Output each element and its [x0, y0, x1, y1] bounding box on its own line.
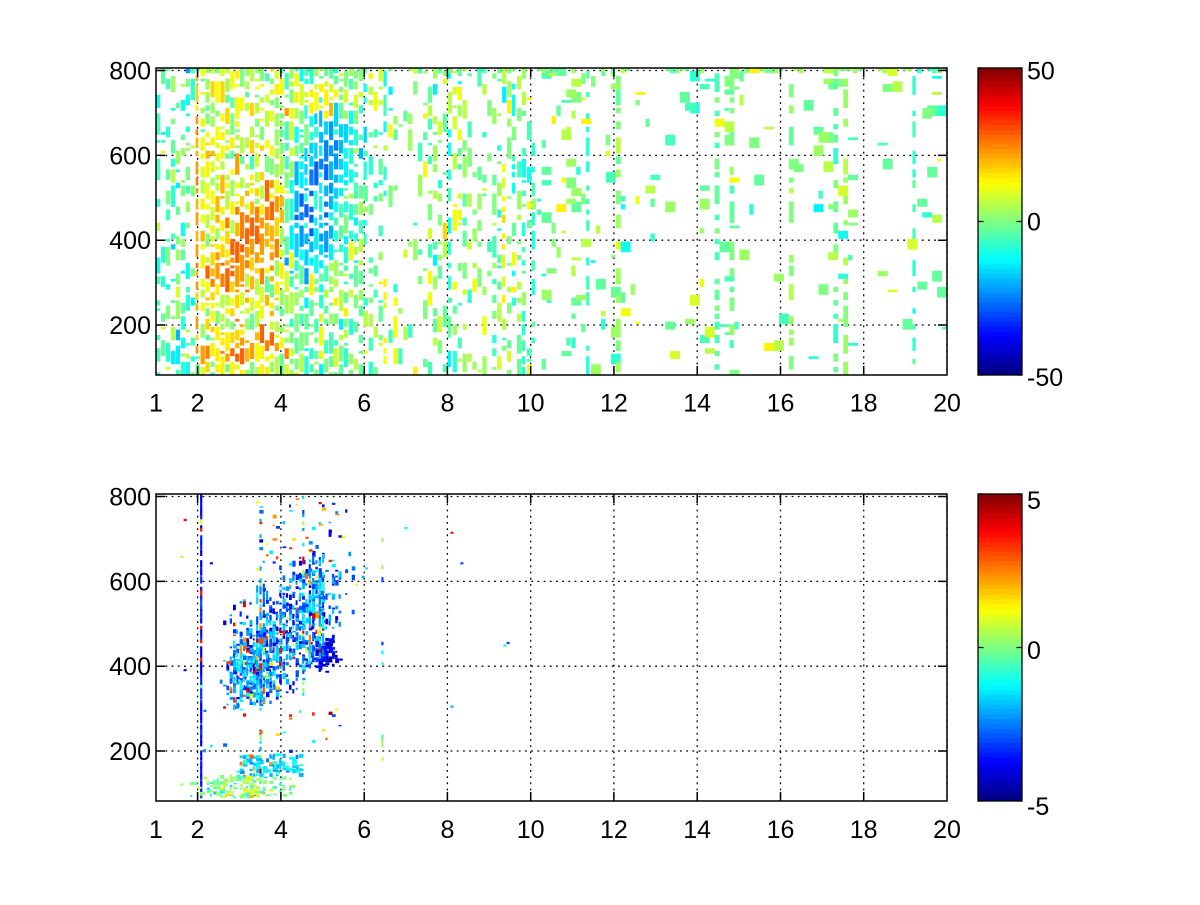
svg-text:0: 0: [1027, 637, 1041, 665]
svg-text:20: 20: [933, 816, 961, 844]
svg-text:0: 0: [1027, 209, 1041, 237]
svg-text:400: 400: [109, 653, 151, 681]
svg-text:800: 800: [109, 58, 151, 86]
svg-text:6: 6: [357, 390, 371, 418]
svg-text:8: 8: [440, 816, 454, 844]
svg-text:-5: -5: [1027, 793, 1049, 821]
svg-text:50: 50: [1027, 58, 1055, 86]
svg-text:600: 600: [109, 142, 151, 170]
svg-text:10: 10: [517, 390, 545, 418]
svg-text:1: 1: [149, 816, 163, 844]
svg-text:16: 16: [767, 816, 795, 844]
svg-text:2: 2: [191, 816, 205, 844]
svg-text:12: 12: [600, 390, 628, 418]
svg-text:16: 16: [767, 390, 795, 418]
svg-text:14: 14: [683, 390, 711, 418]
svg-text:12: 12: [600, 816, 628, 844]
svg-text:14: 14: [683, 816, 711, 844]
svg-text:6: 6: [357, 816, 371, 844]
svg-text:-50: -50: [1027, 364, 1063, 392]
svg-text:18: 18: [850, 816, 878, 844]
svg-text:200: 200: [109, 312, 151, 340]
svg-text:200: 200: [109, 738, 151, 766]
svg-text:8: 8: [440, 390, 454, 418]
svg-text:5: 5: [1027, 487, 1041, 515]
svg-text:4: 4: [274, 816, 288, 844]
svg-text:2: 2: [191, 390, 205, 418]
svg-text:20: 20: [933, 390, 961, 418]
svg-text:600: 600: [109, 568, 151, 596]
svg-text:400: 400: [109, 227, 151, 255]
svg-text:10: 10: [517, 816, 545, 844]
svg-text:18: 18: [850, 390, 878, 418]
svg-text:4: 4: [274, 390, 288, 418]
svg-text:800: 800: [109, 484, 151, 512]
svg-text:1: 1: [149, 390, 163, 418]
